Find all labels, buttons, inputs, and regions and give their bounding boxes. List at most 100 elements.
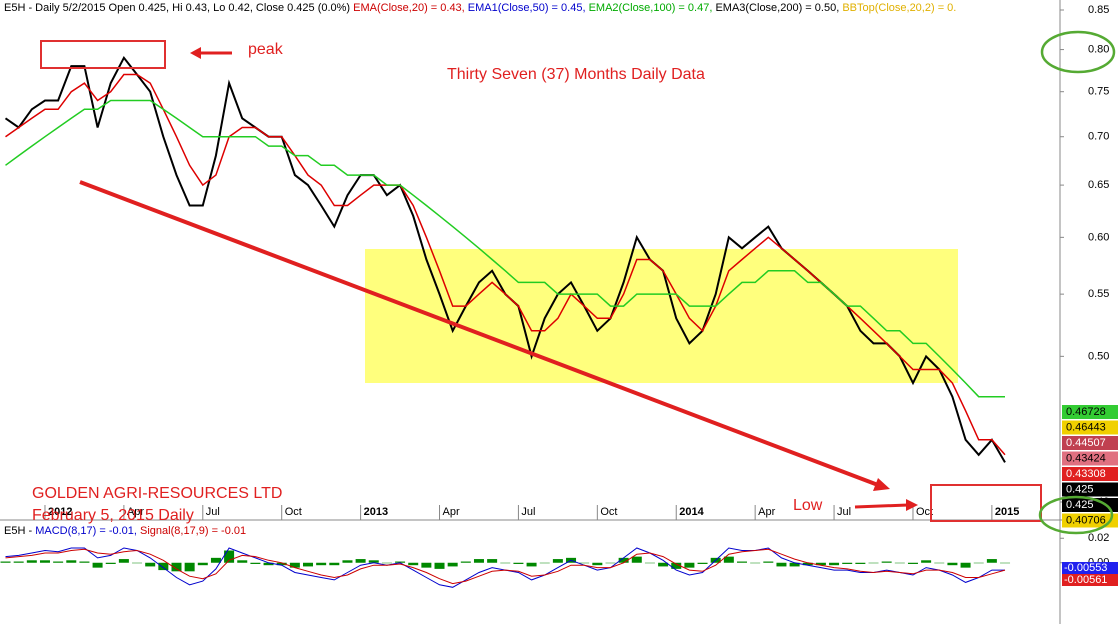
price-tag bbox=[1062, 498, 1118, 512]
histogram-bar bbox=[1000, 562, 1011, 564]
price-tag bbox=[1062, 562, 1118, 574]
header-part: EMA2(Close,100) = 0.47, bbox=[589, 2, 716, 14]
price-tag-label: 0.43308 bbox=[1066, 468, 1106, 480]
trend-arrow bbox=[79, 180, 879, 487]
histogram-bar bbox=[105, 562, 116, 564]
histogram-bar bbox=[763, 561, 774, 563]
histogram-bar bbox=[276, 562, 287, 566]
header-part: EMA(Close,20) = 0.43, bbox=[353, 2, 468, 14]
histogram-bar bbox=[408, 562, 419, 566]
header-part: Signal(8,17,9) = -0.01 bbox=[140, 525, 246, 537]
histogram-bar bbox=[802, 562, 813, 566]
price-tag bbox=[1062, 451, 1118, 466]
histogram-bar bbox=[552, 559, 563, 563]
histogram-bar bbox=[92, 562, 103, 568]
price-tag bbox=[1062, 436, 1118, 450]
header-part: E5H - Daily 5/2/2015 Open 0.425, Hi 0.43… bbox=[4, 2, 353, 14]
highlight-ellipse bbox=[1040, 30, 1116, 74]
y-tick-label: 0.50 bbox=[1088, 350, 1109, 362]
price-tag-label: 0.46728 bbox=[1066, 406, 1106, 418]
price-tag bbox=[1062, 513, 1118, 528]
highlight-ellipse bbox=[1038, 495, 1114, 535]
histogram-bar bbox=[894, 562, 905, 564]
x-tick-label: Oct bbox=[285, 506, 302, 518]
header-part: E5H - bbox=[4, 525, 35, 537]
price-tag-label: 0.43424 bbox=[1066, 452, 1106, 464]
header: E5H - MACD(8,17) = -0.01, Signal(8,17,9)… bbox=[4, 525, 246, 537]
histogram-bar bbox=[395, 561, 406, 563]
histogram-bar bbox=[789, 562, 800, 567]
histogram-bar bbox=[579, 562, 590, 564]
histogram-bar bbox=[237, 560, 248, 563]
low-box bbox=[930, 484, 1042, 522]
histogram-bar bbox=[13, 561, 24, 563]
histogram-bar bbox=[447, 562, 458, 567]
histogram-bar bbox=[671, 562, 682, 569]
histogram-bar bbox=[145, 562, 156, 567]
date-label: February 5, 2015 Daily bbox=[32, 507, 194, 524]
histogram-bar bbox=[921, 560, 932, 563]
y-tick-label: 0.55 bbox=[1088, 288, 1109, 300]
histogram-bar bbox=[934, 562, 945, 564]
peak-box bbox=[40, 40, 166, 69]
histogram-bar bbox=[316, 562, 327, 566]
histogram-bar bbox=[605, 562, 616, 564]
price-tag bbox=[1062, 482, 1118, 497]
histogram-bar bbox=[132, 562, 143, 564]
header-part: MACD(8,17) = -0.01, bbox=[35, 525, 140, 537]
histogram-bar bbox=[26, 560, 37, 563]
x-tick-label: 2013 bbox=[364, 506, 388, 518]
histogram-bar bbox=[421, 562, 432, 568]
price-tag bbox=[1062, 405, 1118, 419]
price-tag-label: 0.425 bbox=[1066, 499, 1094, 511]
histogram-bar bbox=[881, 561, 892, 563]
histogram-bar bbox=[39, 560, 50, 563]
y-tick-label: 0.65 bbox=[1088, 179, 1109, 191]
price-tag-label: 0.46443 bbox=[1066, 421, 1106, 433]
arrow-head bbox=[190, 47, 201, 59]
x-tick-label: 2012 bbox=[48, 506, 72, 518]
histogram-bar bbox=[224, 550, 235, 563]
histogram-bar bbox=[513, 562, 524, 564]
x-tick-label: Apr bbox=[443, 506, 460, 518]
histogram-bar bbox=[381, 562, 392, 564]
histogram-bar bbox=[855, 562, 866, 564]
price-tag bbox=[1062, 574, 1118, 586]
histogram-bar bbox=[631, 556, 642, 563]
histogram-bar bbox=[776, 562, 787, 567]
histogram-bar bbox=[434, 562, 445, 569]
histogram-bar bbox=[500, 562, 511, 564]
peak-label: peak bbox=[248, 41, 284, 58]
histogram-bar bbox=[658, 562, 669, 567]
x-tick-label: Jul bbox=[837, 506, 851, 518]
histogram-bar bbox=[539, 562, 550, 564]
histogram-bar bbox=[171, 562, 182, 572]
histogram-bar bbox=[868, 562, 879, 564]
x-tick-label: Oct bbox=[916, 506, 933, 518]
low-arrow bbox=[854, 503, 909, 509]
histogram-bar bbox=[342, 560, 353, 563]
range-box bbox=[365, 249, 958, 383]
histogram-bar bbox=[592, 562, 603, 566]
histogram-bar bbox=[907, 562, 918, 564]
y-tick-label: 0.70 bbox=[1088, 131, 1109, 143]
histogram-bar bbox=[618, 557, 629, 563]
price-tag-label: 0.40706 bbox=[1066, 514, 1106, 526]
histogram-bar bbox=[355, 559, 366, 563]
histogram-bar bbox=[960, 562, 971, 568]
histogram-bar bbox=[263, 562, 274, 566]
arrow-head bbox=[906, 499, 918, 511]
histogram-bar bbox=[815, 562, 826, 566]
low-label: Low bbox=[793, 497, 823, 514]
histogram-bar bbox=[184, 562, 195, 572]
x-tick-label: Oct bbox=[600, 506, 617, 518]
histogram-bar bbox=[158, 562, 169, 571]
histogram-bar bbox=[684, 562, 695, 568]
price-tag-label: -0.00561 bbox=[1064, 574, 1107, 586]
price-tag bbox=[1062, 467, 1118, 481]
price-tag-label: 0.425 bbox=[1066, 483, 1094, 495]
x-tick-label: Apr bbox=[758, 506, 775, 518]
histogram-bar bbox=[723, 556, 734, 563]
histogram-bar bbox=[250, 562, 261, 564]
